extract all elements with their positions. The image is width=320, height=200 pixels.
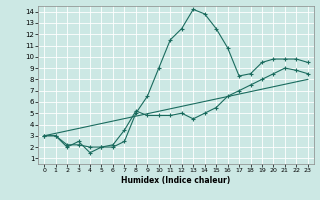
- X-axis label: Humidex (Indice chaleur): Humidex (Indice chaleur): [121, 176, 231, 185]
